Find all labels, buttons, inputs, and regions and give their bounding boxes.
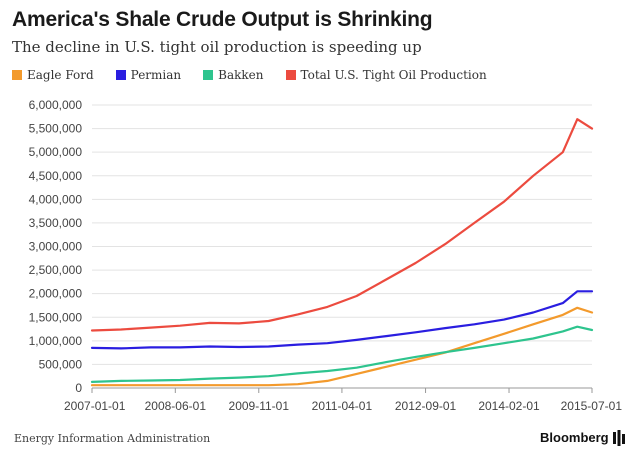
legend-label: Permian bbox=[130, 68, 182, 82]
legend-item-eagle-ford[interactable]: Eagle Ford bbox=[12, 68, 94, 82]
y-tick-label: 4,000,000 bbox=[29, 192, 83, 206]
y-tick-label: 3,500,000 bbox=[29, 216, 83, 230]
y-tick-label: 3,000,000 bbox=[29, 240, 83, 254]
y-tick-label: 5,000,000 bbox=[29, 145, 83, 159]
x-tick-label: 2014-02-01 bbox=[478, 399, 540, 413]
y-tick-label: 1,500,000 bbox=[29, 310, 83, 324]
series-line-bakken bbox=[90, 325, 594, 383]
legend-swatch-total bbox=[285, 70, 296, 80]
chart-title: America's Shale Crude Output is Shrinkin… bbox=[12, 8, 433, 31]
y-tick-label: 4,500,000 bbox=[29, 169, 83, 183]
legend-item-total[interactable]: Total U.S. Tight Oil Production bbox=[285, 68, 487, 82]
legend-label: Eagle Ford bbox=[27, 68, 94, 82]
series-line-total bbox=[90, 118, 594, 332]
x-tick-label: 2012-09-01 bbox=[395, 399, 457, 413]
series-line-eagle-ford bbox=[90, 306, 594, 387]
y-tick-label: 5,500,000 bbox=[29, 122, 83, 136]
legend-label: Total U.S. Tight Oil Production bbox=[300, 68, 487, 82]
legend-item-bakken[interactable]: Bakken bbox=[203, 68, 264, 82]
legend: Eagle Ford Permian Bakken Total U.S. Tig… bbox=[12, 68, 509, 82]
y-tick-label: 2,000,000 bbox=[29, 287, 83, 301]
y-tick-label: 6,000,000 bbox=[29, 98, 83, 112]
legend-swatch-permian bbox=[115, 70, 126, 80]
legend-swatch-eagle-ford bbox=[12, 70, 22, 80]
x-tick-label: 2011-04-01 bbox=[312, 399, 373, 413]
legend-label: Bakken bbox=[218, 68, 264, 82]
bloomberg-logo-icon bbox=[613, 430, 625, 446]
y-tick-label: 1,000,000 bbox=[29, 334, 83, 348]
x-tick-label: 2015-07-01 bbox=[561, 399, 623, 413]
legend-item-permian[interactable]: Permian bbox=[115, 68, 182, 82]
x-tick-label: 2008-06-01 bbox=[145, 399, 207, 413]
y-tick-label: 500,000 bbox=[39, 357, 83, 371]
legend-swatch-bakken bbox=[203, 70, 214, 80]
brand-logo-text: Bloomberg bbox=[540, 430, 609, 445]
source-note: Energy Information Administration bbox=[14, 432, 211, 445]
x-tick-label: 2009-11-01 bbox=[229, 399, 290, 413]
chart-subtitle: The decline in U.S. tight oil production… bbox=[12, 38, 422, 56]
x-tick-label: 2007-01-01 bbox=[64, 399, 126, 413]
series-line-permian bbox=[90, 290, 594, 350]
y-tick-label: 0 bbox=[75, 381, 82, 395]
y-tick-label: 2,500,000 bbox=[29, 263, 83, 277]
